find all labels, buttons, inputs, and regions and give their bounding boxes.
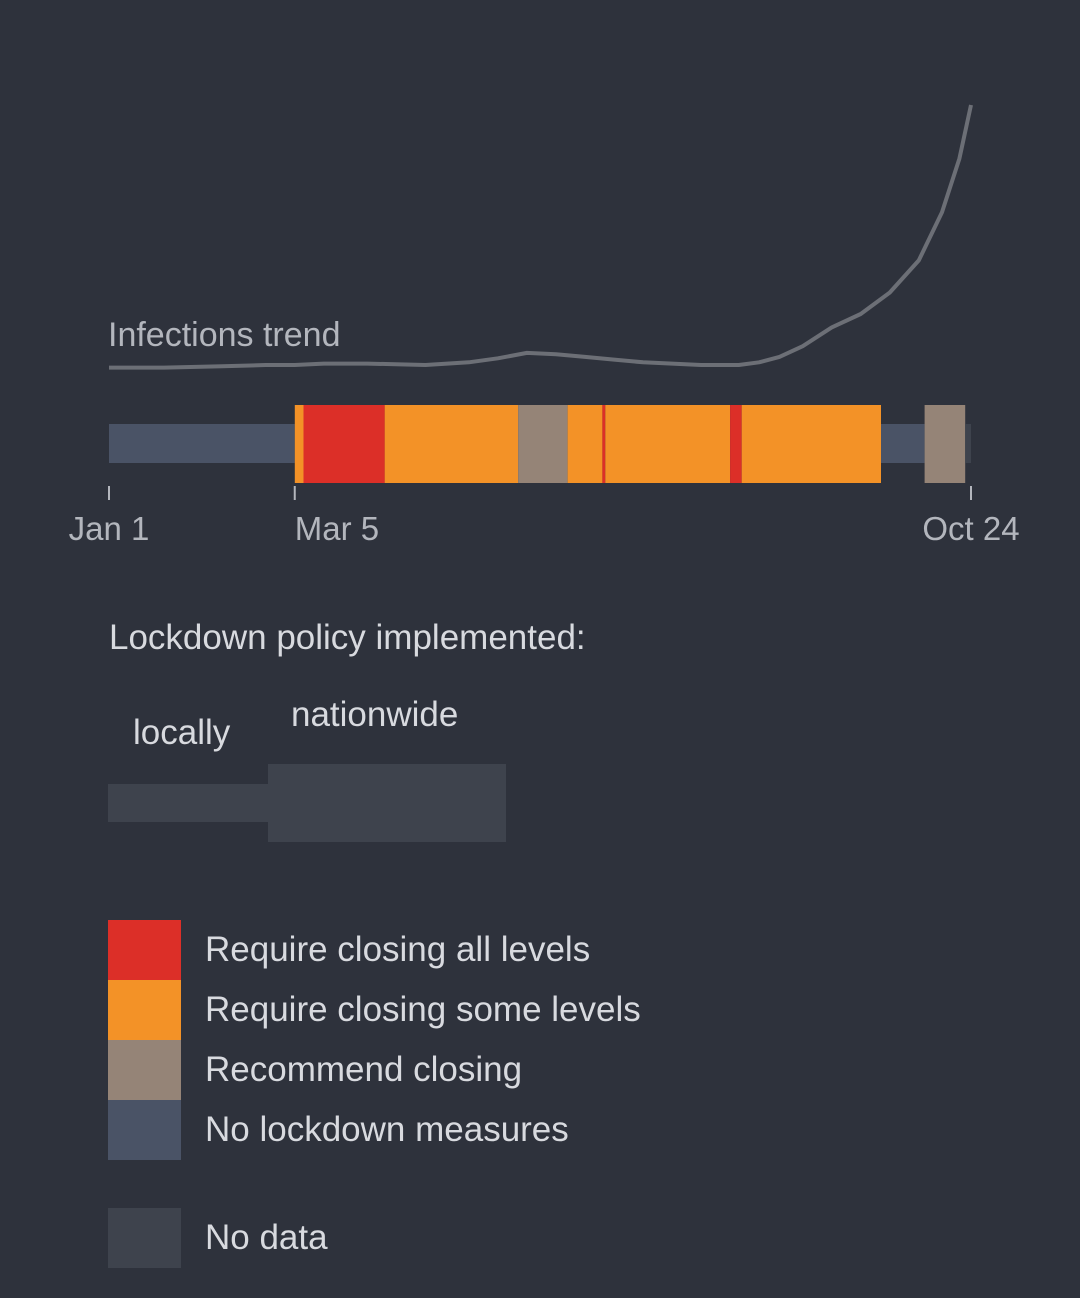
policy-segment-none: [109, 424, 295, 463]
legend-label-nodata: No data: [205, 1218, 328, 1257]
x-axis-ticks: Jan 1 Mar 5 Oct 24: [69, 486, 1020, 547]
policy-segment-some: [605, 405, 731, 483]
policy-segment-some: [384, 405, 519, 483]
policy-segment-all: [730, 405, 742, 483]
legend-swatch-all: [108, 920, 181, 980]
policy-segment-some: [294, 405, 304, 483]
scope-nationwide-swatch: [268, 764, 506, 842]
x-tick-label: Jan 1: [69, 510, 150, 547]
infections-trend-label: Infections trend: [108, 316, 340, 354]
legend-swatch-recommend: [108, 1040, 181, 1100]
policy-segment-recommend: [518, 405, 568, 483]
policy-segment-all: [602, 405, 606, 483]
legend-label-recommend: Recommend closing: [205, 1050, 523, 1089]
policy-bars: [109, 405, 971, 483]
timeline-chart: Infections trend Jan 1 Mar 5 Oct 24: [69, 104, 1020, 547]
policy-title: Lockdown policy implemented:: [109, 618, 586, 657]
policy-segment-none: [881, 424, 925, 463]
x-tick-label: Mar 5: [295, 510, 379, 547]
infections-trend-line: [109, 104, 973, 370]
scope-local-label: locally: [133, 713, 231, 752]
policy-segment-nodata: [965, 424, 971, 463]
legend-swatch-some: [108, 980, 181, 1040]
scope-local-swatch: [108, 784, 268, 822]
x-tick-label: Oct 24: [922, 510, 1019, 547]
policy-segment-recommend: [924, 405, 966, 483]
legend-swatch-nodata: [108, 1208, 181, 1268]
legend-label-all: Require closing all levels: [205, 930, 591, 969]
policy-segment-some: [567, 405, 603, 483]
legend-label-none: No lockdown measures: [205, 1110, 569, 1149]
policy-segment-some: [741, 405, 881, 483]
legend-swatch-none: [108, 1100, 181, 1160]
policy-segment-all: [303, 405, 385, 483]
legend-label-some: Require closing some levels: [205, 990, 641, 1029]
scope-nationwide-label: nationwide: [291, 695, 459, 734]
